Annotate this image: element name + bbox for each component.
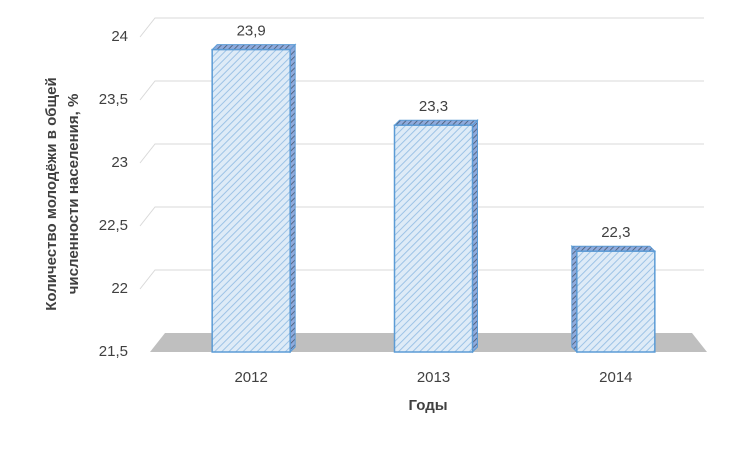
grid-line <box>139 269 704 290</box>
y-tick-label: 22,5 <box>99 217 128 234</box>
y-tick-label: 24 <box>111 28 128 45</box>
value-label: 23,9 <box>237 23 266 40</box>
grid-line <box>139 143 704 164</box>
bar-top <box>393 119 479 126</box>
x-axis-title: Годы <box>408 397 447 414</box>
bar <box>211 48 291 353</box>
bar <box>393 124 474 353</box>
x-tick-label: 2012 <box>234 369 267 386</box>
grid-line <box>139 17 704 38</box>
grid-line <box>139 80 704 101</box>
bar <box>576 250 656 353</box>
x-tick-label: 2013 <box>417 369 450 386</box>
y-tick-label: 23,5 <box>99 91 128 108</box>
y-axis-title: Количество молодёжи в общей <box>43 77 60 311</box>
bar-top <box>570 245 657 252</box>
grid-line <box>139 206 704 227</box>
y-axis-title: численности населения, % <box>65 94 82 295</box>
x-tick-label: 2014 <box>599 369 632 386</box>
value-label: 22,3 <box>601 224 630 241</box>
y-tick-label: 21,5 <box>99 343 128 360</box>
y-tick-label: 23 <box>111 154 128 171</box>
value-label: 23,3 <box>419 98 448 115</box>
y-tick-label: 22 <box>111 280 128 297</box>
